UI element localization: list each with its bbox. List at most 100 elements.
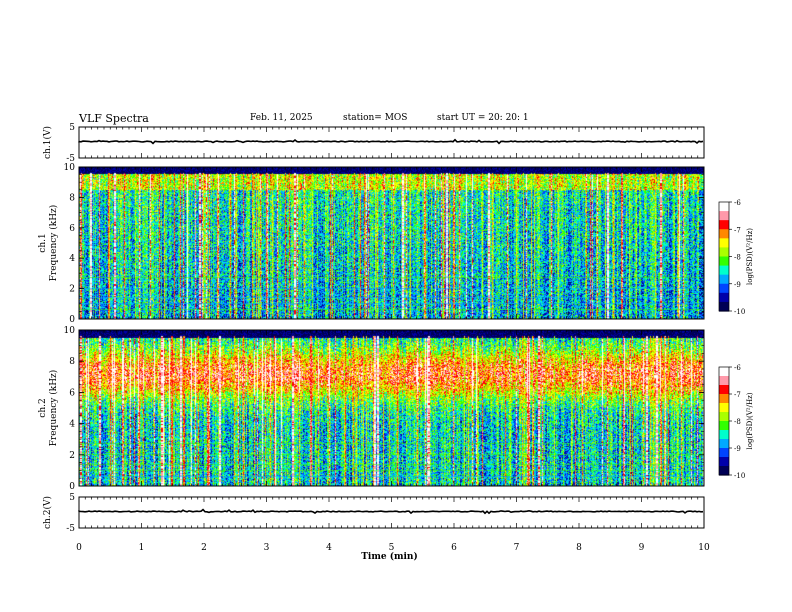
colorbar-swatch [719,238,729,241]
colorbar-swatch [719,296,729,299]
y-tick-label: 2 [69,451,75,461]
colorbar-swatch [719,415,729,418]
colorbar-swatch [719,410,729,413]
colorbar-swatch [719,263,729,267]
colorbar-swatch [719,458,729,462]
colorbar-swatch [719,401,729,404]
colorbar-swatch [719,426,729,429]
colorbar-swatch [719,408,729,411]
colorbar-swatch [719,216,729,219]
ch2-waveform-trace [78,508,704,515]
colorbar-tick-label: -9 [734,445,741,453]
colorbar-swatch [719,205,729,209]
colorbar-swatch [719,372,729,375]
colorbar-label: log(PSD)(V²/Hz) [746,392,754,449]
colorbar-swatch [719,256,729,259]
colorbar-swatch [719,457,729,460]
colorbar-swatch [719,274,729,278]
colorbar-swatch [719,252,729,256]
colorbar-swatch [719,292,729,296]
colorbar-swatch [719,300,729,303]
colorbar-swatch [719,272,729,276]
colorbar-swatch [719,240,729,243]
colorbar-swatch [719,212,729,216]
colorbar-swatch [719,223,729,227]
y-axis-label: Frequency (kHz) [48,370,59,447]
y-tick-label: 8 [69,357,75,367]
colorbar-swatch [719,218,729,221]
colorbar-swatch [719,419,729,422]
colorbar-swatch [719,203,729,207]
colorbar-swatch [719,227,729,230]
colorbar-swatch [719,243,729,247]
colorbar-swatch [719,231,729,234]
header-date: Feb. 11, 2025 [250,113,313,123]
colorbar-swatch [719,309,729,312]
y-tick-label: 0 [69,482,75,492]
colorbar-tick-label: -7 [734,391,741,399]
colorbar-tick-label: -6 [734,199,741,207]
x-tick-label: 2 [201,543,207,553]
colorbar-swatch [719,428,729,431]
colorbar-swatch [719,392,729,395]
colorbar-swatch [719,439,729,442]
colorbar-swatch [719,421,729,424]
y-tick-label: -5 [66,524,75,534]
colorbar-swatch [719,473,729,476]
colorbar-swatch [719,278,729,281]
colorbar-swatch [719,449,729,453]
colorbar-swatch [719,466,729,469]
colorbar-swatch [719,241,729,245]
colorbar-swatch [719,440,729,444]
colorbar-tick-label: -8 [734,418,741,426]
colorbar-swatch [719,291,729,294]
y-tick-label: -5 [66,154,75,164]
colorbar-swatch [719,303,729,307]
x-tick-label: 10 [698,543,710,553]
colorbar-swatch [719,394,729,397]
colorbar-swatch [719,269,729,272]
colorbar-swatch [719,383,729,386]
spectrogram-layer [79,167,729,486]
colorbar-swatch [719,453,729,456]
colorbar-swatch [719,294,729,298]
y-tick-label: 0 [69,315,75,325]
colorbar-swatch [719,446,729,449]
colorbar-swatch [719,209,729,212]
colorbar-swatch [719,388,729,391]
y-tick-label: 5 [69,493,75,503]
y-axis-label: Frequency (kHz) [48,205,59,282]
x-tick-label: 7 [514,543,520,553]
colorbar-swatch [719,442,729,445]
colorbar-swatch [719,430,729,433]
colorbar-swatch [719,437,729,440]
colorbar-swatch [719,307,729,310]
y-axis-label: ch.2 [38,398,48,417]
colorbar-swatch [719,368,729,372]
y-tick-label: 2 [69,285,75,295]
colorbar-swatch [719,249,729,252]
colorbar-swatch [719,399,729,402]
colorbar-tick-label: -9 [734,281,741,289]
axes-layer [78,126,732,529]
colorbar-swatch [719,305,729,308]
colorbar-swatch [719,424,729,427]
colorbar-swatch [719,413,729,417]
colorbar-swatch [719,251,729,254]
y-tick-label: 10 [64,326,76,336]
colorbar-swatch [719,422,729,426]
ch1-waveform-trace [78,138,704,145]
colorbar-tick-label: -8 [734,254,741,262]
colorbar-swatch [719,271,729,274]
x-tick-label: 6 [451,543,457,553]
colorbar-swatch [719,289,729,292]
colorbar-swatch [719,298,729,301]
colorbar-swatch [719,444,729,447]
header-start-time: start UT = 20: 20: 1 [437,113,529,123]
x-axis-label: Time (min) [361,551,418,562]
colorbar-swatch [719,211,729,214]
colorbar-swatch [719,254,729,258]
colorbar-swatch [719,395,729,399]
colorbar-swatch [719,374,729,377]
